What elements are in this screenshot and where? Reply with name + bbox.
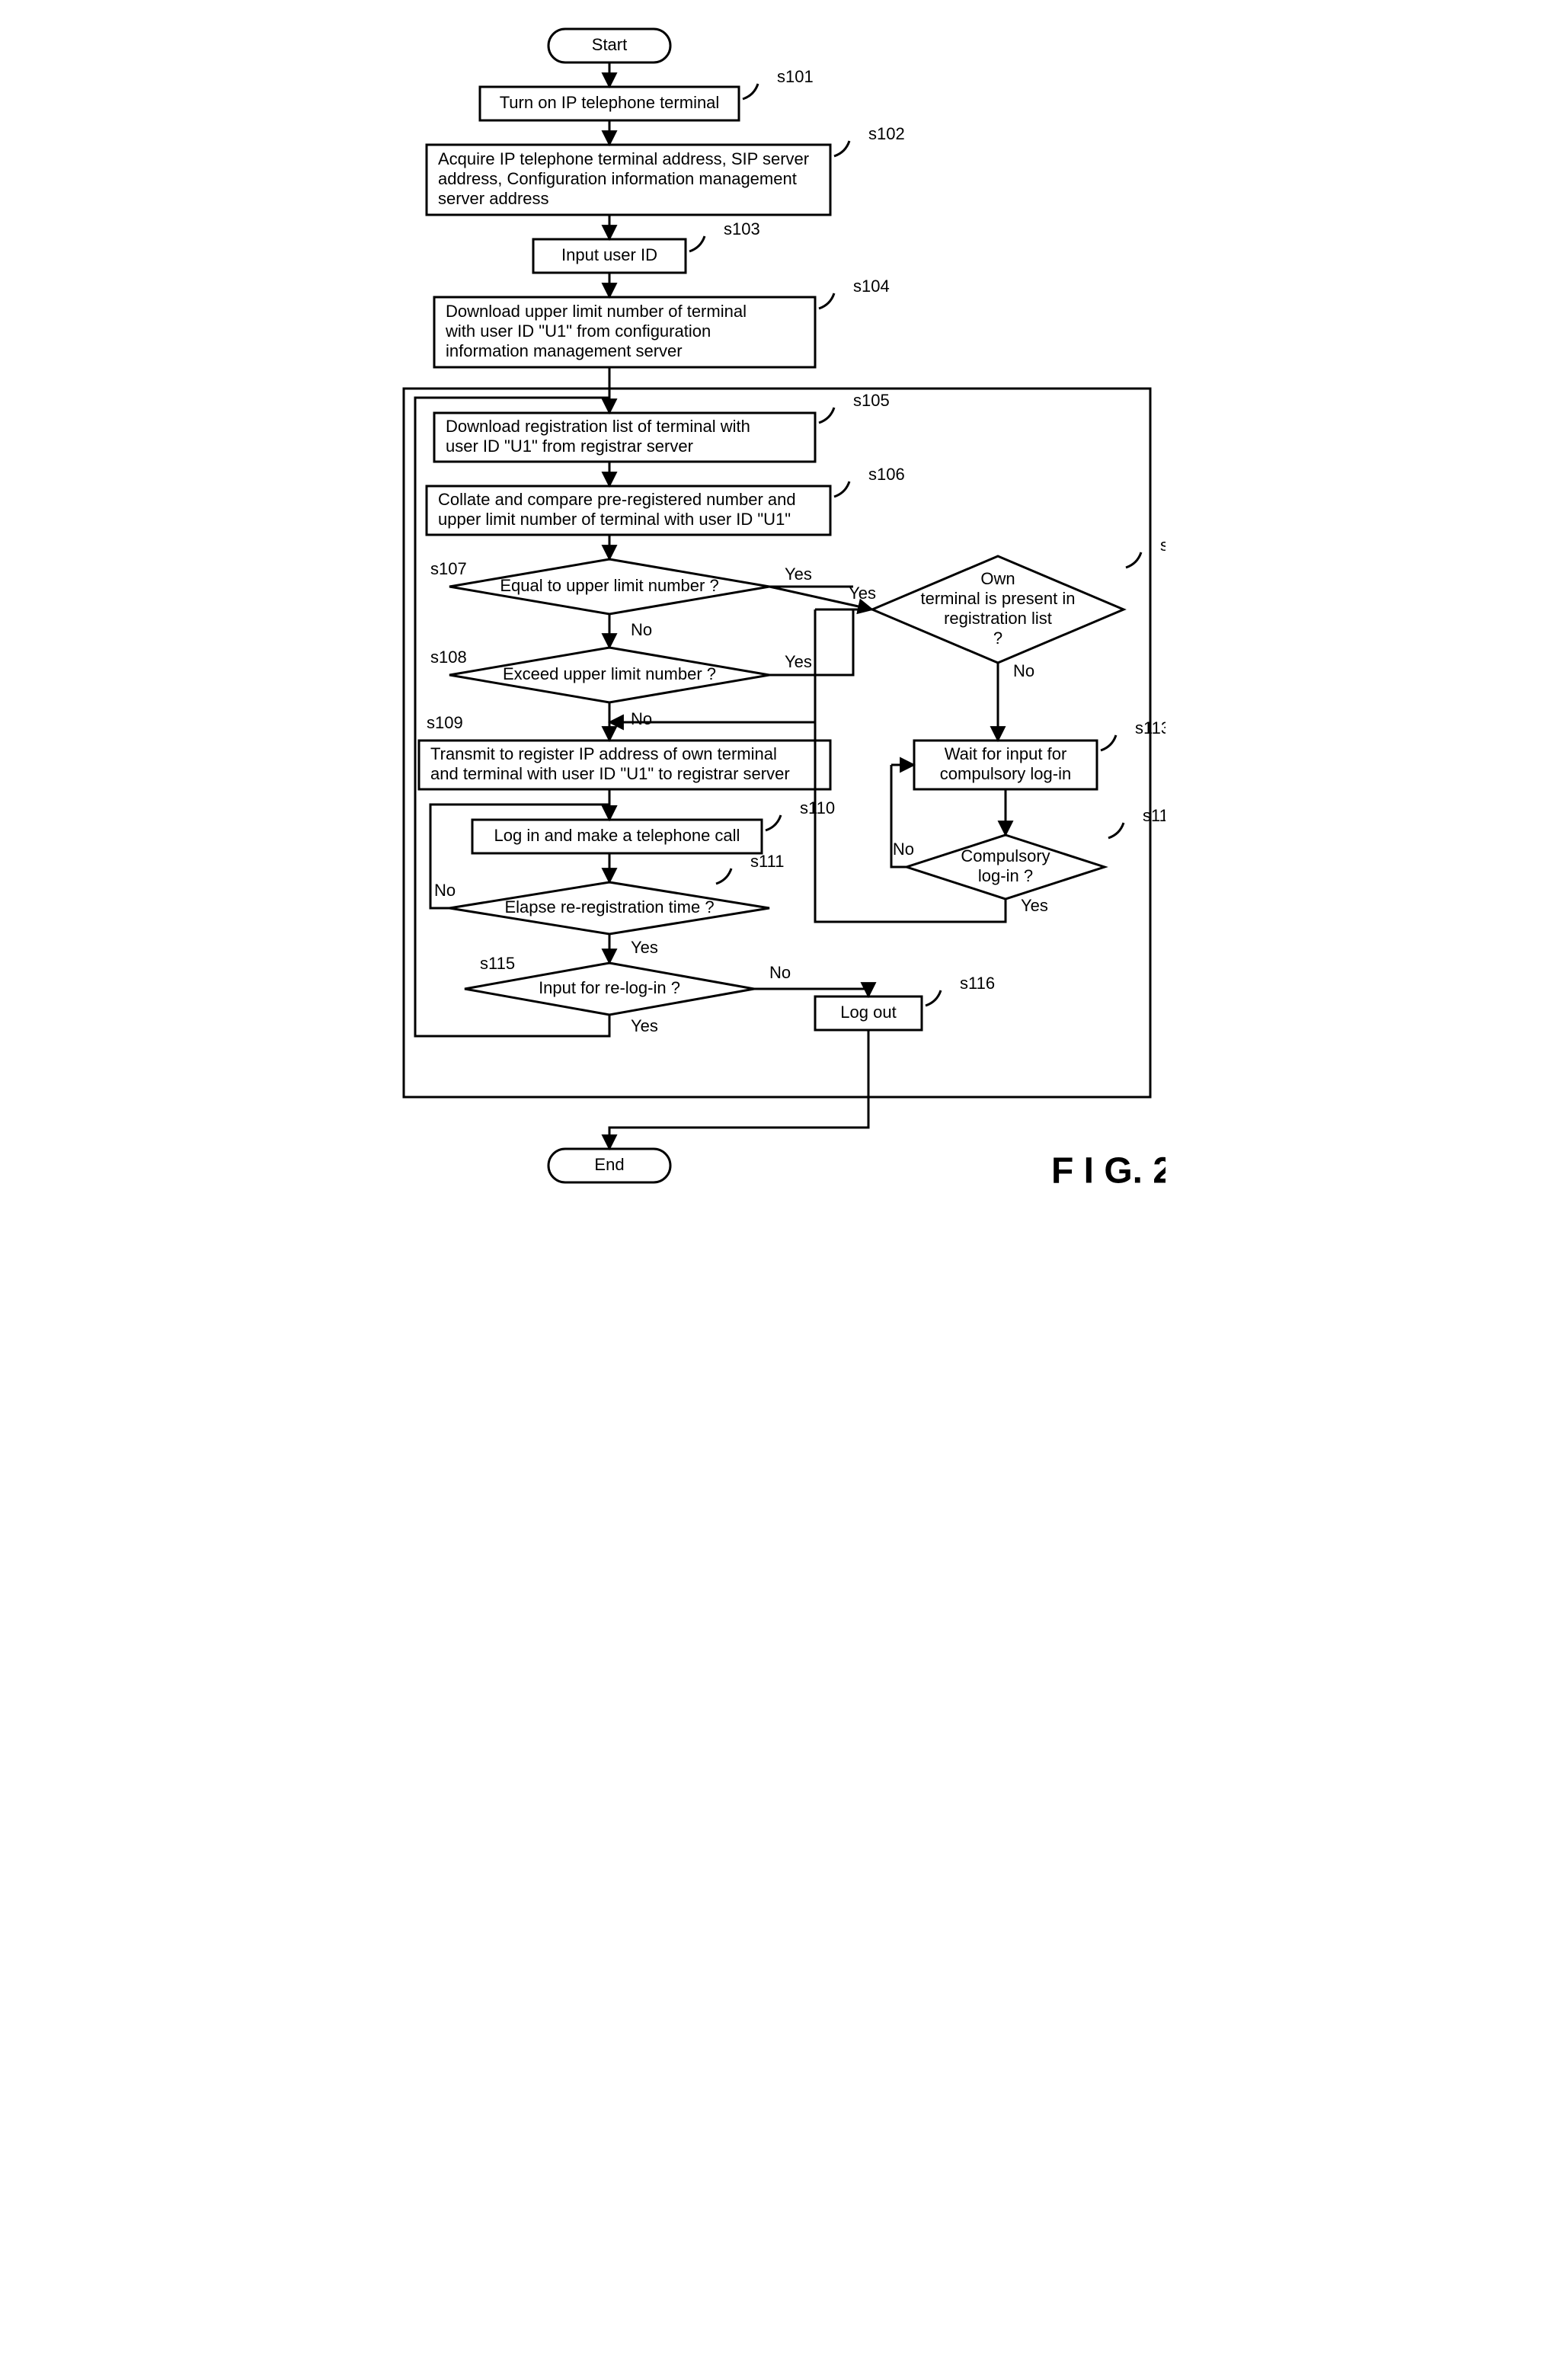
svg-text:registration list: registration list — [944, 609, 1052, 628]
flowchart-diagram: Start Turn on IP telephone terminal s101 Ac… — [388, 15, 1166, 1205]
svg-text:?: ? — [993, 629, 1002, 648]
svg-text:s110: s110 — [800, 798, 835, 817]
svg-text:No: No — [631, 709, 652, 728]
svg-text:Log out: Log out — [840, 1003, 896, 1022]
svg-text:Start: Start — [592, 35, 627, 54]
svg-text:user ID "U1" from registrar se: user ID "U1" from registrar server — [446, 437, 693, 456]
svg-text:No: No — [769, 963, 791, 982]
svg-text:s106: s106 — [868, 465, 905, 484]
svg-text:Collate and compare pre-regist: Collate and compare pre-registered numbe… — [438, 490, 796, 509]
svg-text:address, Configuration informa: address, Configuration information manag… — [438, 169, 797, 188]
svg-text:log-in ?: log-in ? — [978, 866, 1033, 885]
svg-text:Turn on IP telephone terminal: Turn on IP telephone terminal — [500, 93, 720, 112]
svg-text:Yes: Yes — [785, 652, 812, 671]
svg-text:Input user ID: Input user ID — [561, 245, 657, 264]
svg-text:Equal to upper limit number ?: Equal to upper limit number ? — [500, 576, 718, 595]
svg-text:Transmit to register IP addres: Transmit to register IP address of own t… — [430, 744, 777, 763]
svg-text:s104: s104 — [853, 277, 890, 296]
svg-text:with user ID "U1" from configu: with user ID "U1" from configuration — [445, 321, 711, 341]
svg-text:s112: s112 — [1160, 536, 1166, 555]
svg-text:F I G. 2: F I G. 2 — [1051, 1151, 1166, 1192]
svg-text:Download registration list of: Download registration list of terminal w… — [446, 417, 750, 436]
svg-text:s107: s107 — [430, 559, 467, 578]
svg-text:and terminal with user ID "U1": and terminal with user ID "U1" to regist… — [430, 764, 790, 783]
svg-text:s116: s116 — [960, 974, 995, 993]
svg-text:Exceed upper limit number ?: Exceed upper limit number ? — [503, 664, 716, 683]
svg-text:s105: s105 — [853, 391, 890, 410]
svg-text:Yes: Yes — [849, 584, 876, 603]
svg-text:compulsory log-in: compulsory log-in — [940, 764, 1071, 783]
svg-text:terminal is present in: terminal is present in — [921, 589, 1076, 608]
svg-text:Acquire IP telephone terminal: Acquire IP telephone terminal address, S… — [438, 149, 809, 168]
svg-text:s101: s101 — [777, 67, 814, 86]
svg-text:Wait for input for: Wait for input for — [945, 744, 1067, 763]
svg-text:Input for re-log-in ?: Input for re-log-in ? — [539, 978, 680, 997]
svg-text:s102: s102 — [868, 124, 905, 143]
svg-text:Compulsory: Compulsory — [961, 846, 1050, 865]
svg-text:Elapse re-registration time ?: Elapse re-registration time ? — [504, 897, 714, 916]
svg-text:No: No — [1013, 661, 1034, 680]
svg-text:upper limit number of terminal: upper limit number of terminal with user… — [438, 510, 791, 529]
svg-text:server address: server address — [438, 189, 549, 208]
svg-text:s111: s111 — [750, 852, 784, 871]
svg-text:No: No — [434, 881, 456, 900]
svg-text:s115: s115 — [480, 954, 515, 973]
svg-text:Log in and make a telephone ca: Log in and make a telephone call — [494, 826, 740, 845]
svg-text:s103: s103 — [724, 219, 760, 238]
svg-text:s109: s109 — [427, 713, 463, 732]
svg-text:s114: s114 — [1143, 806, 1166, 825]
svg-text:No: No — [893, 840, 914, 859]
svg-text:s113: s113 — [1135, 718, 1166, 737]
svg-text:information management server: information management server — [446, 341, 683, 360]
svg-text:Yes: Yes — [785, 565, 812, 584]
svg-text:No: No — [631, 620, 652, 639]
svg-text:Download upper limit number of: Download upper limit number of terminal — [446, 302, 747, 321]
svg-text:Own: Own — [980, 569, 1015, 588]
svg-text:s108: s108 — [430, 648, 467, 667]
svg-text:End: End — [594, 1155, 624, 1174]
svg-text:Yes: Yes — [1021, 896, 1048, 915]
svg-text:Yes: Yes — [631, 1016, 658, 1035]
svg-text:Yes: Yes — [631, 938, 658, 957]
